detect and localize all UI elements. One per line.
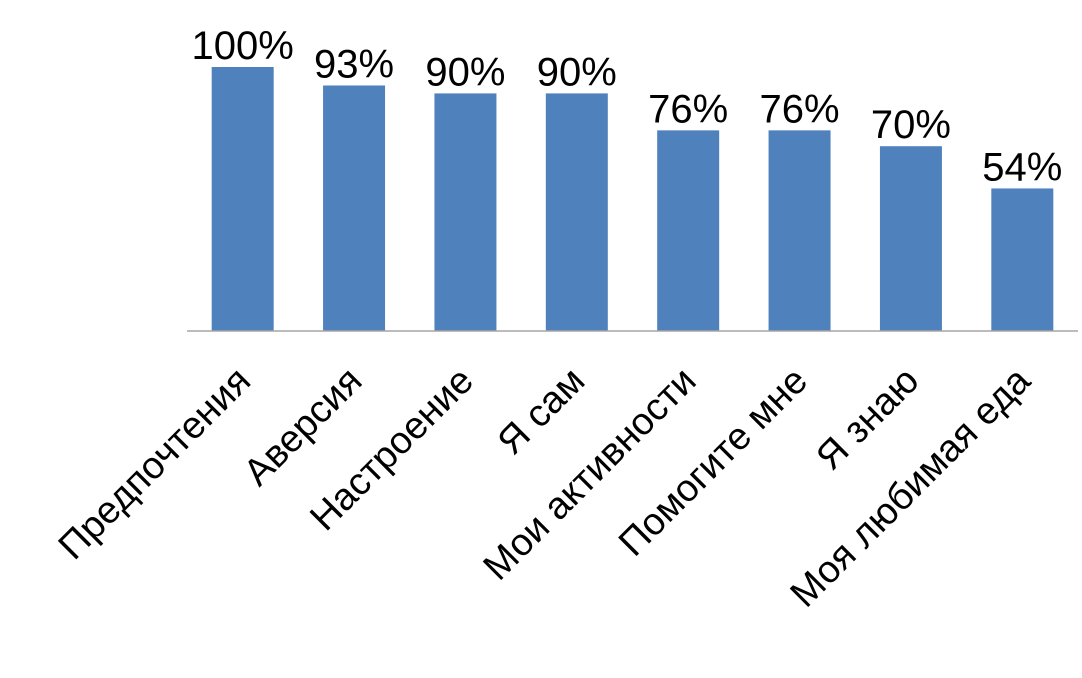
data-label: 90% [425,50,505,94]
category-label: Мои активности [476,360,705,589]
category-label: Предпочтения [51,360,259,568]
bar [879,146,942,331]
bar [657,130,720,331]
bar [211,67,274,331]
bar [434,93,497,332]
bars-group [211,67,1054,332]
data-labels-group: 100% 93% 90% 90% 76% 76% 70% 54% [192,24,1063,189]
category-label: Помогите мне [611,360,816,565]
data-label: 70% [871,103,951,147]
data-label: 90% [537,50,617,94]
bar [991,188,1054,331]
data-label: 93% [314,42,394,86]
bar [768,130,831,331]
bar [323,85,386,331]
data-label: 54% [982,145,1062,189]
category-label: Я сам [490,360,593,463]
data-label: 76% [648,87,728,131]
bar [545,93,608,332]
data-label: 100% [192,24,294,68]
data-label: 76% [760,87,840,131]
